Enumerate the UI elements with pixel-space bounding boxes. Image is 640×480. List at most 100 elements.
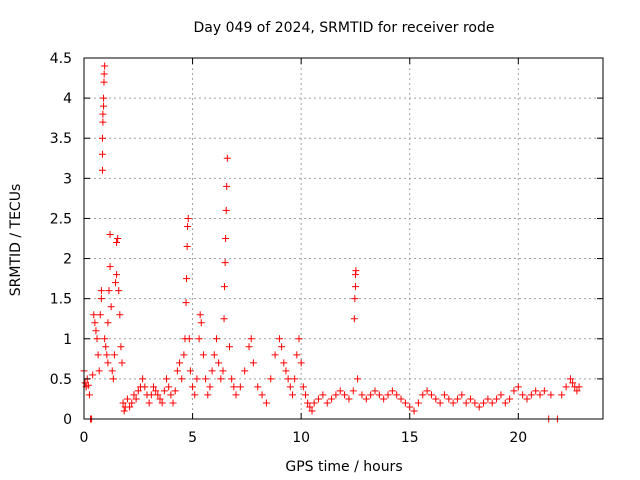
data-point	[120, 407, 128, 415]
data-point	[149, 383, 157, 391]
data-point	[184, 214, 192, 222]
data-point	[196, 311, 204, 319]
data-point	[96, 311, 104, 319]
data-point	[523, 395, 531, 403]
data-point	[134, 387, 142, 395]
data-point	[215, 359, 223, 367]
data-point	[310, 399, 318, 407]
axis-ticks	[83, 57, 603, 420]
data-point	[160, 387, 168, 395]
data-point	[100, 102, 108, 110]
data-point	[99, 110, 107, 118]
data-point	[306, 403, 314, 411]
data-point	[275, 335, 283, 343]
data-point	[109, 375, 117, 383]
data-point	[540, 387, 548, 395]
data-point	[97, 295, 105, 303]
data-point	[182, 299, 190, 307]
data-point	[480, 399, 488, 407]
data-point	[297, 359, 305, 367]
data-point	[90, 311, 98, 319]
data-point	[414, 399, 422, 407]
data-point	[102, 343, 110, 351]
data-point	[204, 391, 212, 399]
data-point	[384, 391, 392, 399]
data-point	[212, 335, 220, 343]
x-tick-label: 10	[292, 430, 310, 446]
data-point	[558, 391, 566, 399]
data-point	[220, 315, 228, 323]
data-point	[241, 367, 249, 375]
data-point	[113, 271, 121, 279]
x-tick-label: 0	[80, 430, 89, 446]
data-point	[247, 335, 255, 343]
data-point	[100, 70, 108, 78]
data-point	[104, 359, 112, 367]
data-point	[113, 239, 121, 247]
data-point	[147, 391, 155, 399]
data-point	[488, 399, 496, 407]
data-point	[89, 371, 97, 379]
data-point	[222, 235, 230, 242]
data-point	[106, 263, 114, 271]
chart-title: Day 049 of 2024, SRMTID for receiver rod…	[194, 20, 495, 36]
data-point	[91, 319, 99, 327]
y-tick-label: 2	[63, 252, 72, 268]
data-point	[380, 395, 388, 403]
data-point	[254, 383, 262, 391]
data-point	[352, 267, 360, 275]
data-point	[262, 399, 270, 407]
y-tick-label: 4	[63, 91, 72, 107]
data-point	[462, 399, 470, 407]
plot-frame	[83, 57, 604, 420]
data-point	[349, 387, 357, 395]
data-point	[195, 335, 203, 343]
y-tick-label: 1.5	[50, 292, 72, 308]
data-point	[532, 387, 540, 395]
data-point	[406, 403, 414, 411]
data-point	[230, 383, 238, 391]
x-axis-label: GPS time / hours	[285, 459, 402, 475]
data-point	[566, 375, 574, 383]
data-point	[128, 399, 136, 407]
data-point	[454, 395, 462, 403]
data-point	[536, 391, 544, 399]
data-point	[397, 395, 405, 403]
data-point	[107, 303, 115, 311]
data-point	[575, 383, 583, 391]
data-point	[225, 343, 233, 351]
data-point	[141, 383, 149, 391]
data-point	[180, 351, 188, 359]
data-point	[163, 375, 171, 383]
data-point	[493, 395, 501, 403]
y-tick-label: 3.5	[50, 131, 72, 147]
data-point	[467, 395, 475, 403]
data-point	[100, 94, 108, 102]
data-point	[219, 367, 227, 375]
data-point	[445, 395, 453, 403]
data-point	[92, 327, 100, 335]
data-point	[103, 351, 111, 359]
data-point	[223, 154, 231, 162]
data-point	[185, 335, 193, 343]
data-point	[95, 367, 103, 375]
data-point	[299, 383, 307, 391]
data-point	[98, 150, 106, 158]
data-point	[167, 391, 175, 399]
data-point	[126, 403, 134, 411]
data-point	[573, 387, 581, 395]
data-point	[423, 387, 431, 395]
data-point	[191, 391, 199, 399]
data-point	[362, 395, 370, 403]
y-tick-label: 1	[63, 332, 72, 348]
data-point	[278, 343, 286, 351]
data-point	[93, 335, 101, 343]
data-point	[562, 383, 570, 391]
data-point	[94, 351, 102, 359]
data-point	[245, 343, 253, 351]
data-point	[232, 391, 240, 399]
data-point	[186, 367, 194, 375]
data-point	[267, 375, 275, 383]
data-point	[108, 367, 116, 375]
